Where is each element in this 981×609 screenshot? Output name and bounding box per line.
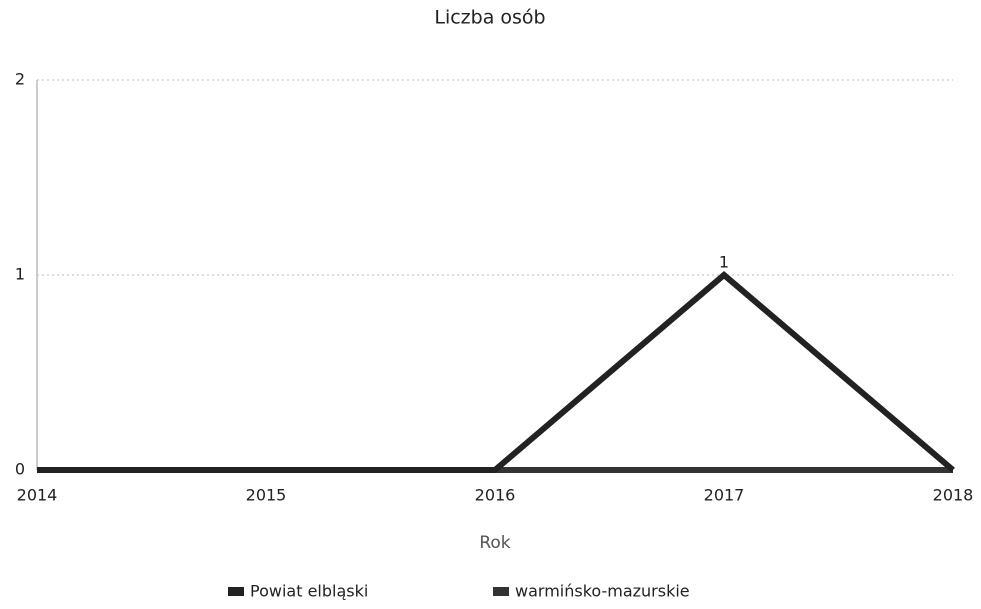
legend-label: warmińsko-mazurskie xyxy=(515,582,690,601)
series-line xyxy=(37,271,955,473)
x-tick-label: 2015 xyxy=(246,486,287,505)
y-tick-label: 1 xyxy=(15,265,25,284)
x-axis-label: Rok xyxy=(479,533,510,553)
legend-marker xyxy=(493,587,509,596)
x-tick-label: 2018 xyxy=(933,486,974,505)
data-label: 1 xyxy=(719,253,729,272)
x-tick-label: 2014 xyxy=(17,486,58,505)
x-tick-label: 2016 xyxy=(475,486,516,505)
y-tick-label: 2 xyxy=(15,70,25,89)
y-tick-label: 0 xyxy=(15,460,25,479)
legend-marker xyxy=(228,587,244,596)
chart-title: Liczba osób xyxy=(434,7,545,29)
x-tick-label: 2017 xyxy=(704,486,745,505)
legend-label: Powiat elbląski xyxy=(250,582,368,601)
